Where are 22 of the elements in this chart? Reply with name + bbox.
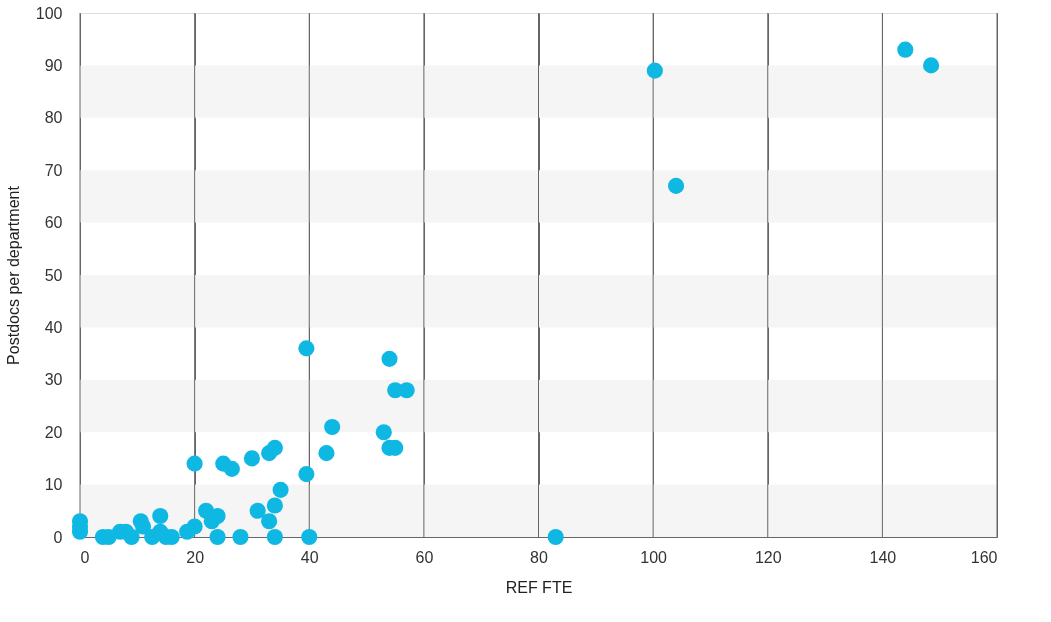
- x-tick-label: 160: [970, 548, 998, 566]
- y-tick-label: 100: [35, 4, 63, 22]
- y-tick-label: 40: [44, 318, 63, 336]
- y-tick-label: 70: [44, 161, 63, 179]
- x-tick-label: 20: [186, 548, 205, 566]
- x-tick-label: 120: [754, 548, 782, 566]
- x-tick-label: 40: [300, 548, 319, 566]
- y-tick-label: 10: [44, 476, 63, 494]
- y-tick-label: 30: [44, 371, 63, 389]
- x-tick-label: 0: [80, 548, 90, 566]
- y-tick-label: 50: [44, 266, 63, 284]
- y-tick-label: 60: [44, 214, 63, 232]
- y-tick-label: 20: [44, 423, 63, 441]
- x-tick-label: 80: [530, 548, 548, 566]
- y-tick-label: 0: [53, 528, 63, 546]
- y-tick-label: 80: [44, 109, 63, 127]
- x-tick-label: 100: [640, 548, 668, 566]
- y-tick-label: 90: [44, 56, 63, 74]
- x-tick-label: 140: [869, 548, 897, 566]
- y-axis-title: Postdocs per department: [4, 185, 22, 365]
- x-axis-title: REF FTE: [505, 578, 573, 596]
- x-tick-label: 60: [415, 548, 434, 566]
